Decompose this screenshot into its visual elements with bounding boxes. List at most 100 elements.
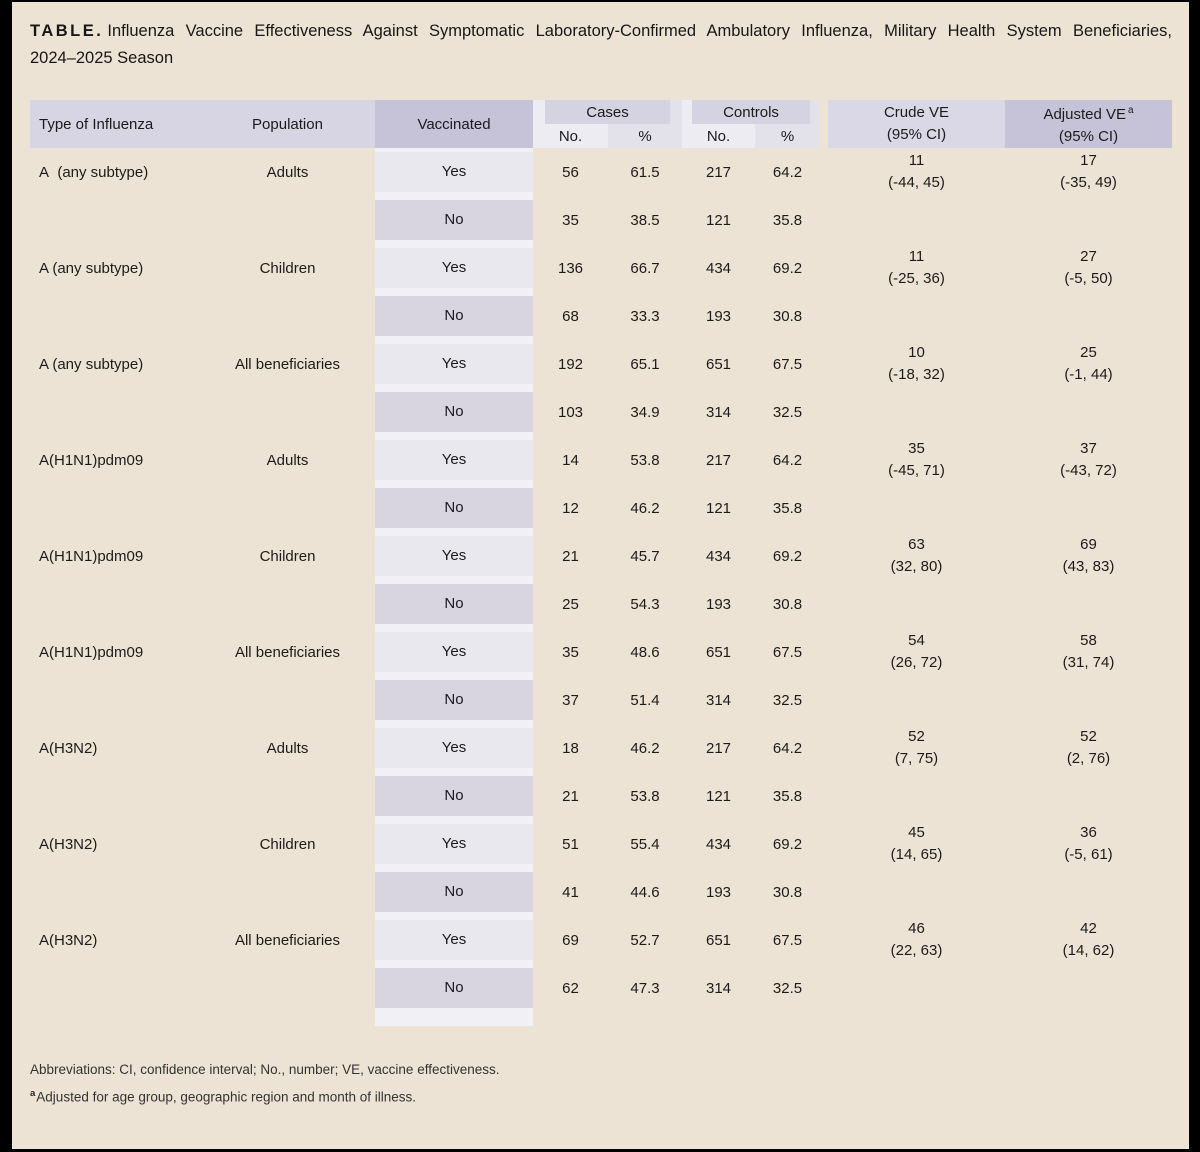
cell-influenza-type: A (any subtype) [39,259,144,277]
vaccinated-no: No [375,296,533,336]
cell-influenza-type: A (any subtype) [39,163,149,181]
vaccinated-yes: Yes [375,824,533,864]
cell-cases-no: 21 [562,787,579,805]
table-title-line2: 2024–2025 Season [30,49,174,67]
table-row: No 21 53.8 121 35.8 [30,772,1172,820]
cell-controls-no: 217 [705,163,732,181]
vaccinated-yes: Yes [375,248,533,288]
cell-vaccinated: No [375,580,533,628]
vaccinated-yes: Yes [375,728,533,768]
table-row: No 68 33.3 193 30.8 [30,292,1172,340]
cell-controls-no: 217 [705,739,732,757]
vaccinated-no: No [375,968,533,1008]
footnotes: Abbreviations: CI, confidence interval; … [30,1058,1172,1110]
cell-adjusted-ve: 17 (-35, 49) [1060,152,1117,191]
cell-controls-pct: 67.5 [772,355,803,373]
cell-crude-ve: 11 (-25, 36) [888,248,945,287]
cell-controls-no: 193 [705,595,732,613]
table-row: No 37 51.4 314 32.5 [30,676,1172,724]
cell-vaccinated: Yes [375,628,533,676]
cell-controls-pct: 35.8 [772,499,803,517]
cell-cases-pct: 45.7 [630,547,660,565]
cell-cases-no: 37 [562,691,579,709]
cell-cases-no: 35 [562,643,579,661]
cell-vaccinated: No [375,772,533,820]
cell-cases-no: 62 [562,979,579,997]
cell-controls-pct: 69.2 [772,547,803,565]
cell-vaccinated: Yes [375,820,533,868]
cell-vaccinated: No [375,868,533,916]
cell-influenza-type: A(H1N1)pdm09 [39,643,144,661]
table-row: No 41 44.6 193 30.8 [30,868,1172,916]
cell-influenza-type: A(H1N1)pdm09 [39,547,144,565]
vaccinated-no: No [375,776,533,816]
table-row: A(H3N2) Adults Yes 18 46.2 217 64.2 52 (7… [30,724,1172,772]
footnote-marker-a: a [1128,105,1134,116]
header-adjusted-ve: Adjusted VE a (95% CI) [1005,100,1172,148]
cell-cases-no: 18 [562,739,579,757]
table-title-line1: TABLE. Influenza Vaccine Effectiveness Ag… [30,18,1172,45]
cell-controls-pct: 69.2 [772,259,803,277]
header-cases: Cases [545,100,670,124]
cell-cases-no: 192 [557,355,584,373]
cell-controls-pct: 35.8 [772,211,803,229]
table-row: No 62 47.3 314 32.5 [30,964,1172,1012]
cell-crude-ve: 54 (26, 72) [890,632,943,671]
vaccinated-no: No [375,584,533,624]
cell-controls-pct: 32.5 [772,403,803,421]
cell-cases-no: 56 [562,163,579,181]
cell-cases-pct: 46.2 [630,739,660,757]
vaccinated-yes: Yes [375,152,533,192]
cell-cases-no: 103 [557,403,584,421]
cell-vaccinated: No [375,388,533,436]
vaccinated-no: No [375,680,533,720]
table-row: A(H3N2) All beneficiaries Yes 69 52.7 65… [30,916,1172,964]
cell-adjusted-ve: 69 (43, 83) [1062,536,1115,575]
header-population: Population [252,115,323,133]
cell-controls-no: 434 [705,547,732,565]
subheader-controls-pct: % [780,127,795,145]
cell-cases-no: 25 [562,595,579,613]
table-title-text: Influenza Vaccine Effectiveness Against … [107,22,1172,40]
cell-cases-no: 136 [557,259,584,277]
cell-cases-pct: 66.7 [630,259,660,277]
cell-adjusted-ve: 36 (-5, 61) [1064,824,1113,863]
cell-controls-pct: 30.8 [772,883,803,901]
table-row: No 12 46.2 121 35.8 [30,484,1172,532]
cell-crude-ve: 35 (-45, 71) [888,440,945,479]
header-type-population-bg [30,100,375,148]
cell-controls-pct: 69.2 [772,835,803,853]
cell-adjusted-ve: 37 (-43, 72) [1060,440,1117,479]
cell-influenza-type: A(H1N1)pdm09 [39,451,144,469]
cell-population: All beneficiaries [234,643,341,661]
header-crude-ve-label: Crude VE [883,104,950,121]
header-type-of-influenza: Type of Influenza [39,115,154,133]
vaccinated-no: No [375,392,533,432]
cell-cases-pct: 55.4 [630,835,660,853]
cell-influenza-type: A(H3N2) [39,739,98,757]
cell-controls-no: 121 [705,499,732,517]
cell-population: All beneficiaries [234,355,341,373]
table-row: No 103 34.9 314 32.5 [30,388,1172,436]
cell-vaccinated: Yes [375,340,533,388]
table-header: Type of Influenza Population Vaccinated … [30,100,1172,148]
ve-table: Type of Influenza Population Vaccinated … [30,100,1172,1026]
cell-cases-no: 69 [562,931,579,949]
table-row: A (any subtype) All beneficiaries Yes 19… [30,340,1172,388]
cell-cases-pct: 38.5 [630,211,660,229]
cell-crude-ve: 52 (7, 75) [894,728,939,767]
footnote-a: aAdjusted for age group, geographic regi… [30,1088,417,1105]
table-row: No 35 38.5 121 35.8 [30,196,1172,244]
cell-controls-no: 193 [705,307,732,325]
cell-cases-pct: 33.3 [630,307,660,325]
cell-cases-no: 12 [562,499,579,517]
cell-cases-pct: 51.4 [630,691,660,709]
vaccinated-yes: Yes [375,344,533,384]
cell-controls-pct: 30.8 [772,595,803,613]
cell-adjusted-ve: 42 (14, 62) [1062,920,1115,959]
cell-vaccinated: Yes [375,532,533,580]
cell-adjusted-ve: 58 (31, 74) [1062,632,1115,671]
cell-controls-no: 217 [705,451,732,469]
vaccinated-yes: Yes [375,632,533,672]
